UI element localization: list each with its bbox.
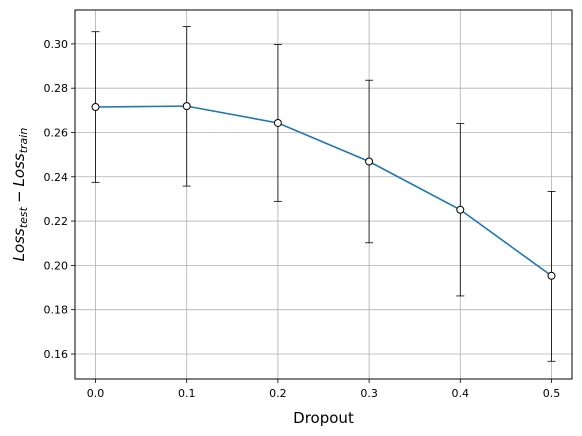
y-label-sub-test: test	[17, 206, 30, 228]
y-tick-label: 0.24	[44, 171, 69, 184]
data-point	[182, 102, 191, 111]
y-label-loss-1: Loss	[10, 228, 28, 261]
data-point	[456, 205, 465, 214]
y-tick-label: 0.26	[44, 126, 69, 139]
x-axis-label: Dropout	[293, 409, 354, 427]
y-tick-label: 0.16	[44, 348, 69, 361]
y-label-sub-train: train	[17, 128, 30, 154]
data-point	[365, 157, 374, 166]
data-point	[273, 118, 282, 127]
series-line	[95, 105, 552, 277]
y-tick-label: 0.18	[44, 304, 69, 317]
x-tick-label: 0.4	[452, 387, 470, 400]
y-tick-label: 0.28	[44, 82, 69, 95]
y-tick-label: 0.20	[44, 259, 69, 272]
x-tick-label: 0.2	[269, 387, 287, 400]
data-point	[547, 271, 556, 280]
data-point	[91, 103, 100, 112]
x-tick-label: 0.5	[543, 387, 561, 400]
error-bars	[91, 26, 556, 362]
plot-frame	[74, 9, 573, 380]
x-tick-label: 0.0	[87, 387, 105, 400]
y-label-minus: −	[10, 190, 28, 203]
y-label-loss-2: Loss	[10, 153, 28, 186]
y-tick-label: 0.30	[44, 38, 69, 51]
y-axis-label: Losstest−Losstrain	[10, 128, 30, 262]
x-tick-label: 0.1	[178, 387, 196, 400]
x-tick-label: 0.3	[360, 387, 378, 400]
x-axis-ticks: 0.0 0.1 0.2 0.3 0.4 0.5	[87, 379, 560, 400]
data-points	[91, 102, 556, 280]
y-tick-label: 0.22	[44, 215, 69, 228]
grid	[75, 10, 572, 379]
y-axis-ticks: 0.16 0.18 0.20 0.22 0.24 0.26 0.28 0.30	[44, 38, 75, 361]
